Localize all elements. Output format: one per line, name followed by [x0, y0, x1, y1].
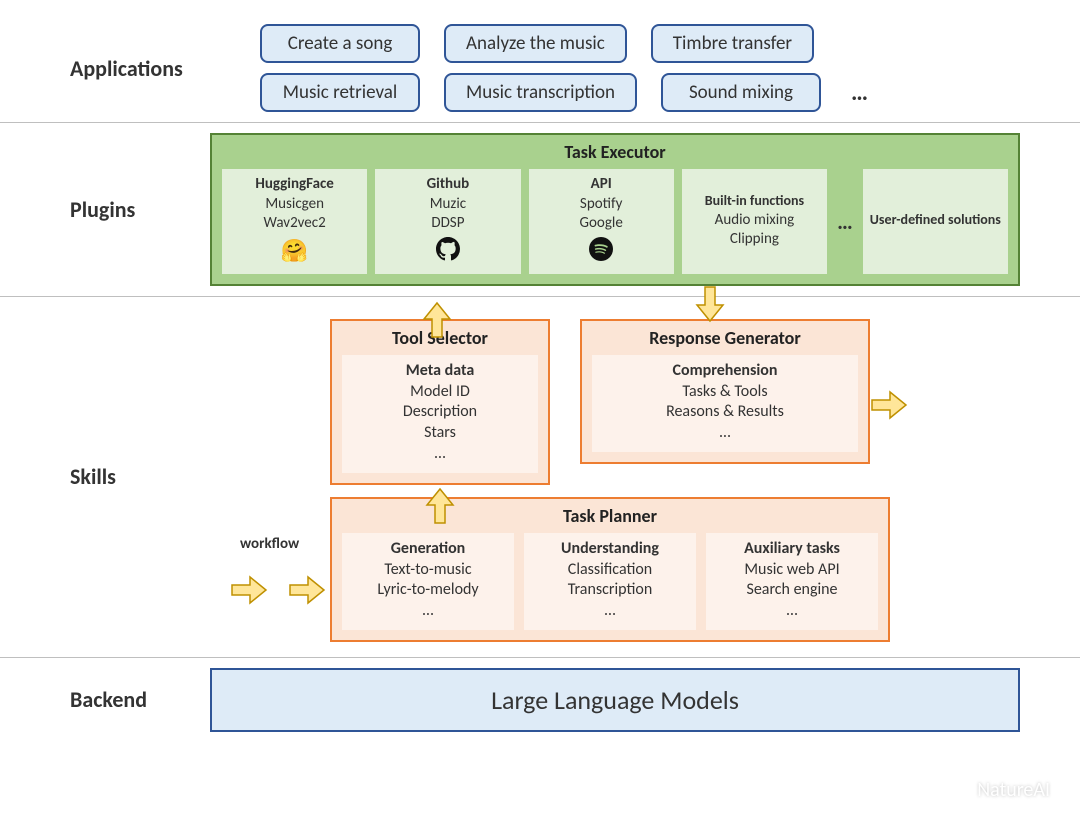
task-executor-title: Task Executor [222, 141, 1008, 163]
skills-body: Tool Selector Meta data Model ID Descrip… [210, 307, 1080, 647]
backend-body: Large Language Models [210, 668, 1080, 732]
plugin-card-github: Github Muzic DDSP [375, 169, 520, 274]
response-generator-panel: Response Generator Comprehension Tasks &… [580, 319, 870, 464]
task-planner-generation: Generation Text-to-music Lyric-to-melody… [342, 533, 514, 630]
task-planner-panel: Task Planner Generation Text-to-music Ly… [330, 497, 890, 642]
app-pill: Music retrieval [260, 73, 420, 112]
tool-selector-inner: Meta data Model ID Description Stars … [342, 355, 538, 473]
ellipsis: … [845, 78, 874, 107]
plugins-body: Task Executor HuggingFace Musicgen Wav2v… [210, 133, 1080, 286]
app-pill: Music transcription [444, 73, 637, 112]
task-planner-title: Task Planner [342, 505, 878, 527]
huggingface-icon: 🤗 [281, 237, 308, 264]
response-generator-title: Response Generator [592, 327, 858, 349]
response-generator-inner: Comprehension Tasks & Tools Reasons & Re… [592, 355, 858, 452]
app-pill: Sound mixing [661, 73, 821, 112]
github-icon [436, 237, 460, 266]
app-pill: Create a song [260, 24, 420, 63]
task-planner-understanding: Understanding Classification Transcripti… [524, 533, 696, 630]
ellipsis: … [835, 169, 855, 274]
plugin-card-userdefined: User-defined solutions [863, 169, 1008, 274]
tool-selector-title: Tool Selector [342, 327, 538, 349]
workflow-label: workflow [240, 535, 299, 553]
plugin-card-huggingface: HuggingFace Musicgen Wav2vec2 🤗 [222, 169, 367, 274]
applications-body: Create a song Analyze the music Timbre t… [210, 24, 1080, 112]
task-executor-panel: Task Executor HuggingFace Musicgen Wav2v… [210, 133, 1020, 286]
app-pill: Timbre transfer [651, 24, 814, 63]
plugin-card-api: API Spotify Google [529, 169, 674, 274]
plugin-card-builtin: Built-in functions Audio mixing Clipping [682, 169, 827, 274]
backend-box: Large Language Models [210, 668, 1020, 732]
plugins-row: Plugins Task Executor HuggingFace Musicg… [0, 123, 1080, 297]
applications-label: Applications [0, 24, 210, 112]
spotify-icon [589, 237, 613, 266]
backend-label: Backend [0, 668, 210, 732]
applications-row: Applications Create a song Analyze the m… [0, 0, 1080, 123]
skills-label: Skills [0, 307, 210, 647]
task-planner-auxiliary: Auxiliary tasks Music web API Search eng… [706, 533, 878, 630]
plugins-label: Plugins [0, 133, 210, 286]
backend-row: Backend Large Language Models [0, 658, 1080, 760]
wechat-icon [949, 779, 971, 801]
watermark: NatureAI [949, 778, 1050, 802]
tool-selector-panel: Tool Selector Meta data Model ID Descrip… [330, 319, 550, 485]
skills-row: Skills Tool Selector Meta data Model ID … [0, 297, 1080, 658]
app-pill: Analyze the music [444, 24, 627, 63]
